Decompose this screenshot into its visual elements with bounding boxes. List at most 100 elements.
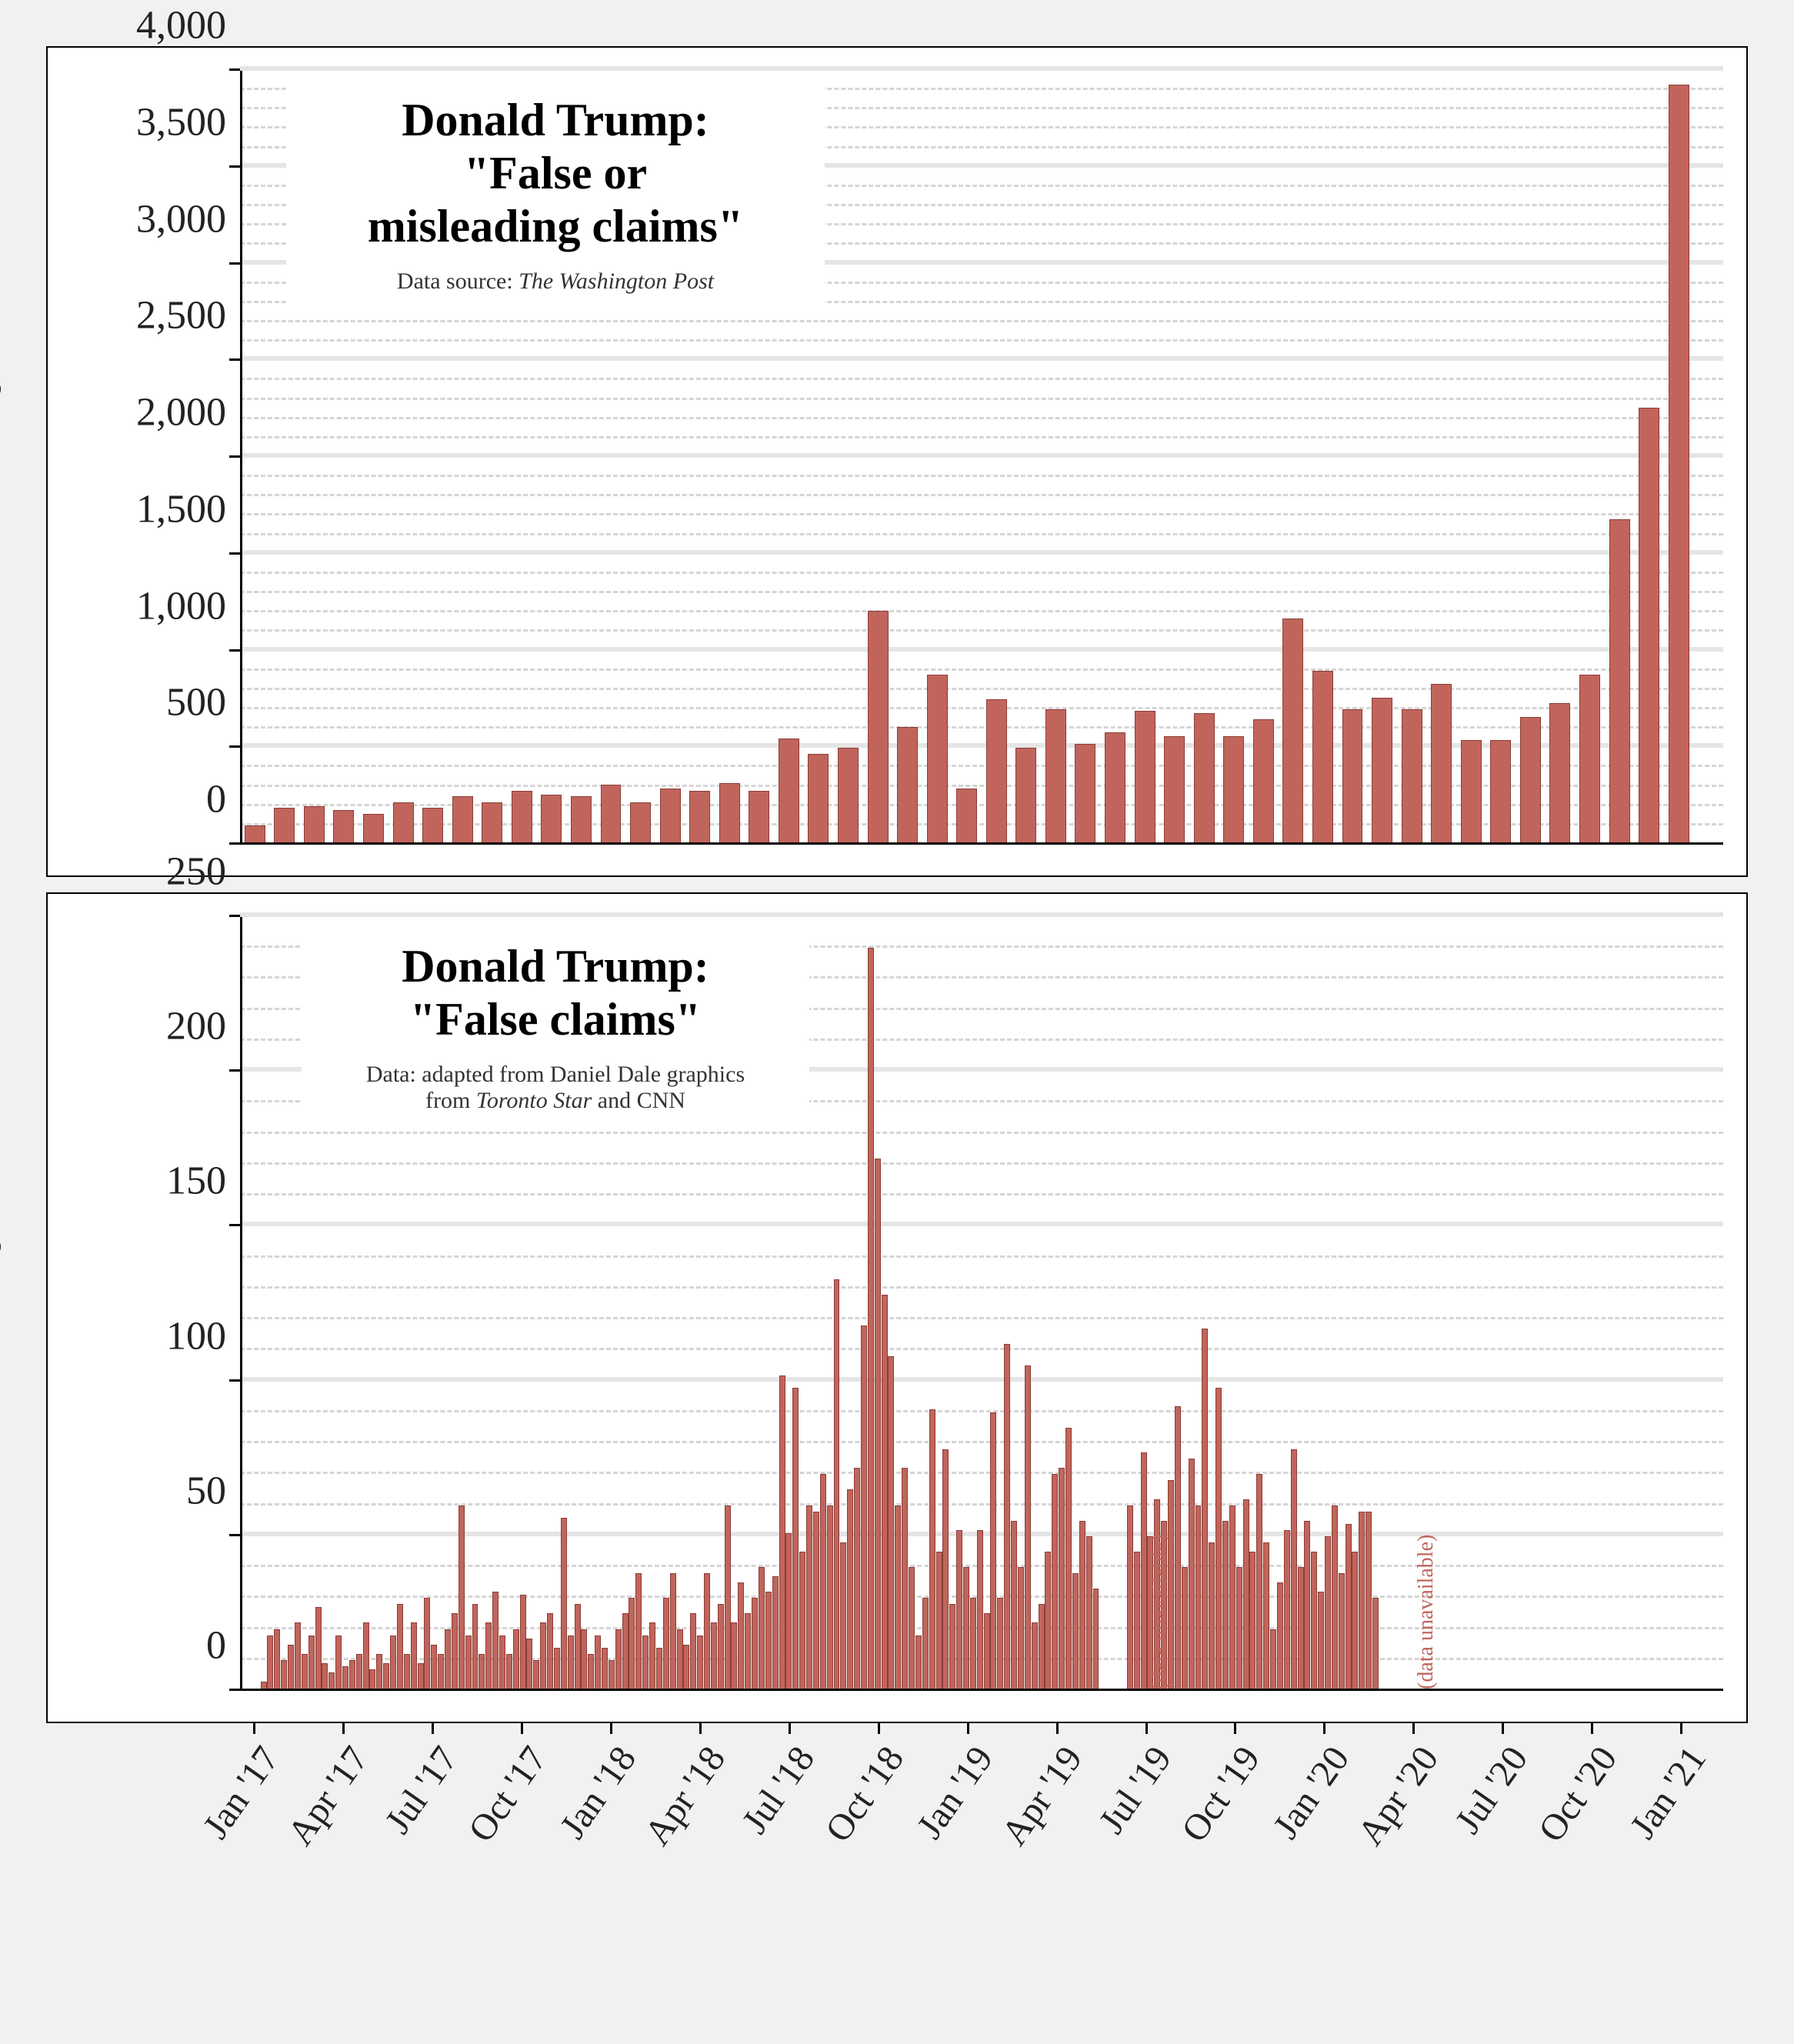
bar <box>356 1654 362 1691</box>
x-axis-line <box>240 1689 1723 1691</box>
bar <box>838 748 859 845</box>
bar <box>725 1505 731 1691</box>
bar <box>397 1604 403 1691</box>
source-name: The Washington Post <box>519 268 714 294</box>
xtick-label: Jan '17 <box>195 1739 288 1846</box>
bar <box>792 1388 799 1691</box>
xtick-mark <box>432 1723 434 1734</box>
monthly-plot-area: Donald Trump: "False or misleading claim… <box>240 71 1723 845</box>
bar <box>1222 1521 1229 1691</box>
bar <box>970 1598 976 1691</box>
xtick-label: Jan '18 <box>552 1739 645 1846</box>
xtick-mark <box>253 1723 255 1734</box>
bar <box>411 1622 417 1691</box>
bar <box>629 1598 635 1691</box>
bar <box>541 795 562 845</box>
bar <box>452 1613 458 1691</box>
source-prefix: from <box>425 1088 476 1113</box>
bar <box>588 1654 594 1691</box>
ytick-mark <box>229 68 240 71</box>
bar <box>452 796 473 845</box>
ytick-label: 0 <box>206 777 240 822</box>
bar <box>1215 1388 1222 1691</box>
bar <box>1263 1542 1269 1691</box>
bar <box>902 1468 908 1691</box>
monthly-data-source: Data source: The Washington Post <box>309 268 802 295</box>
bar <box>422 808 443 845</box>
bar <box>1609 519 1630 845</box>
ytick-mark <box>229 358 240 361</box>
source-prefix: Data source: <box>397 268 519 294</box>
title-line: "False claims" <box>410 994 701 1045</box>
title-line: Donald Trump: <box>402 95 709 145</box>
figure-page: Monthly Donald Trump: "False or misleadi… <box>0 0 1794 2044</box>
bar <box>459 1505 465 1691</box>
bar <box>472 1604 479 1691</box>
bar <box>808 754 829 845</box>
bar <box>1075 744 1095 845</box>
weekly-panel: Weekly Donald Trump: "False claims" Data… <box>46 892 1748 1723</box>
bar <box>274 1629 280 1691</box>
bar <box>690 1613 696 1691</box>
bar <box>1339 1573 1345 1691</box>
bar <box>1236 1567 1242 1691</box>
bar <box>445 1629 451 1691</box>
bar <box>349 1660 355 1691</box>
bar <box>909 1567 915 1691</box>
bar <box>1332 1505 1338 1691</box>
ytick-mark <box>229 1379 240 1382</box>
bar <box>1352 1552 1358 1691</box>
monthly-title: Donald Trump: "False or misleading claim… <box>309 94 802 253</box>
bar <box>1304 1521 1310 1691</box>
bar <box>513 1629 519 1691</box>
bar <box>1015 748 1036 845</box>
bar <box>288 1645 294 1691</box>
bar <box>1318 1592 1324 1691</box>
ytick-label: 50 <box>186 1468 240 1513</box>
ytick-mark <box>229 745 240 748</box>
bar <box>390 1636 396 1691</box>
bar <box>745 1613 751 1691</box>
bar <box>1195 1505 1202 1691</box>
bar <box>1202 1329 1208 1691</box>
bar <box>813 1512 819 1691</box>
bar <box>1039 1604 1045 1691</box>
weekly-yaxis-label: Weekly <box>0 1224 3 1392</box>
bar <box>485 1622 492 1691</box>
bar <box>304 806 325 845</box>
bar <box>1209 1542 1215 1691</box>
ytick-mark <box>229 1534 240 1536</box>
bar <box>526 1639 532 1691</box>
xtick-mark <box>342 1723 345 1734</box>
bar <box>595 1636 601 1691</box>
bar <box>1270 1629 1276 1691</box>
bar <box>554 1648 560 1691</box>
bar <box>915 1636 922 1691</box>
bar <box>602 1648 608 1691</box>
bar <box>1579 675 1600 845</box>
bar <box>1639 408 1659 845</box>
bar <box>533 1660 539 1691</box>
xtick-label: Oct '19 <box>1173 1739 1269 1850</box>
bar <box>1105 732 1125 845</box>
bar <box>1366 1512 1372 1691</box>
bar <box>927 675 948 845</box>
bar <box>333 810 354 845</box>
bar <box>1086 1536 1092 1691</box>
bar <box>963 1567 969 1691</box>
bar <box>697 1636 703 1691</box>
bar <box>997 1598 1003 1691</box>
shared-x-axis: Jan '17Apr '17Jul '17Oct '17Jan '18Apr '… <box>46 1723 1748 1954</box>
bar <box>342 1666 348 1691</box>
bar <box>322 1663 328 1691</box>
bar <box>295 1622 301 1691</box>
xtick-label: Jul '18 <box>733 1739 823 1842</box>
bar <box>986 699 1007 845</box>
bar <box>888 1356 894 1691</box>
bar <box>376 1654 382 1691</box>
xtick-mark <box>699 1723 702 1734</box>
bar <box>820 1474 826 1691</box>
bar <box>718 1604 724 1691</box>
bar <box>635 1573 642 1691</box>
bar <box>677 1629 683 1691</box>
